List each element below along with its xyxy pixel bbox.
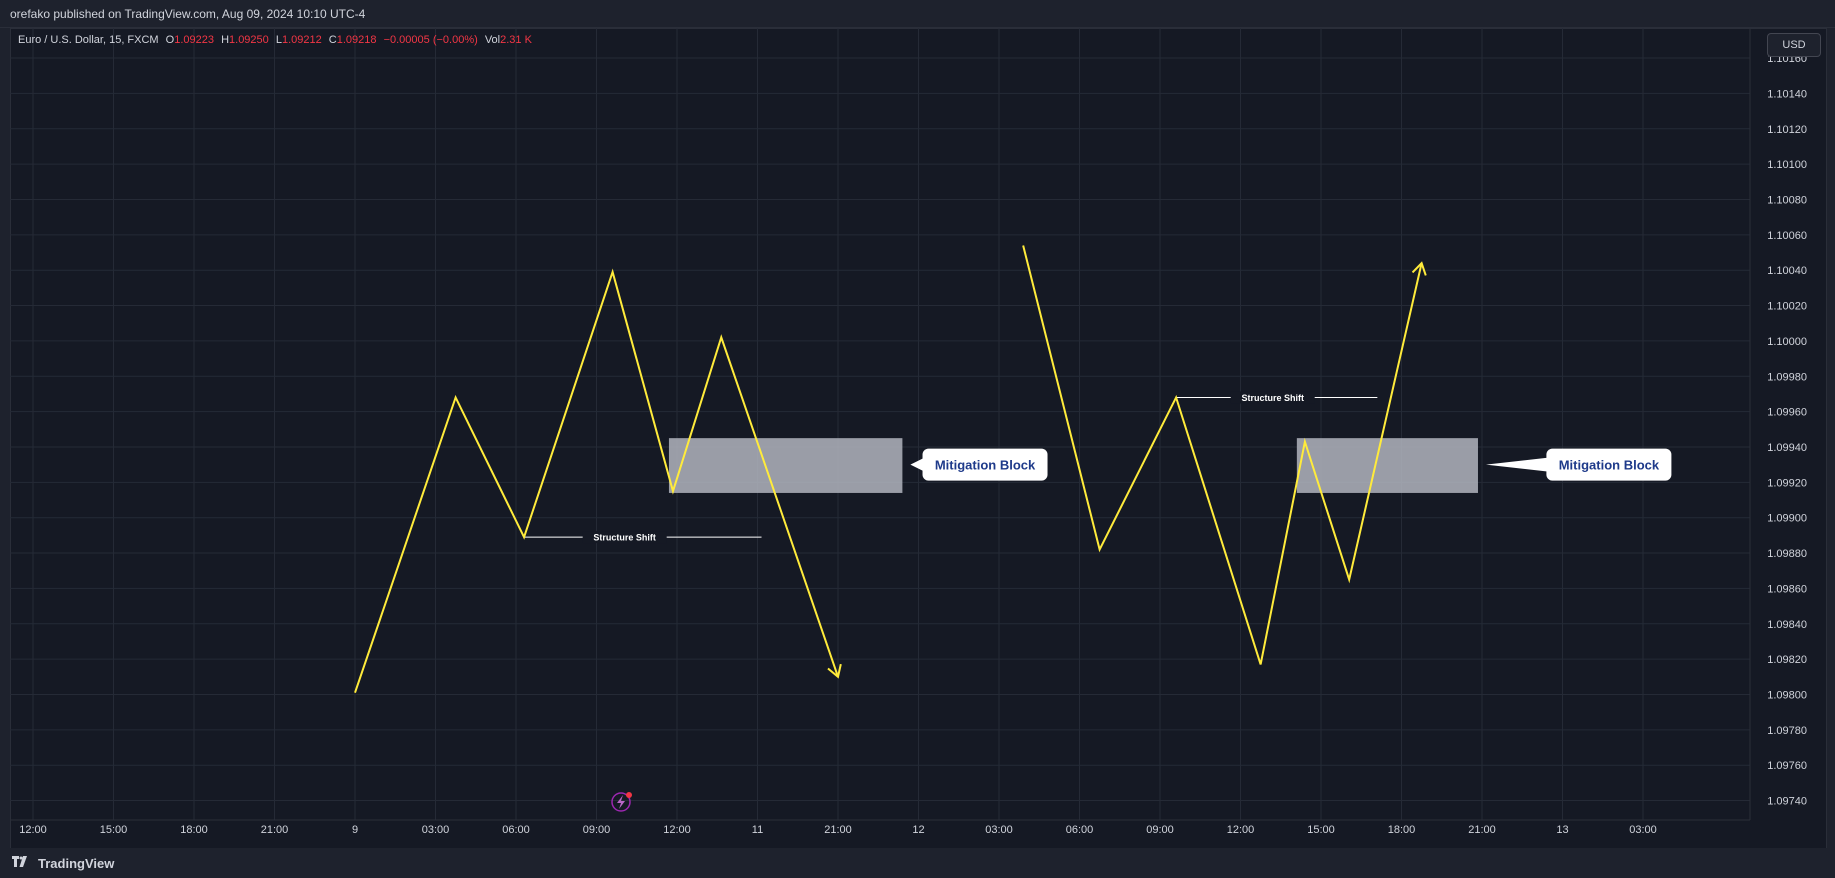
symbol-legend: Euro / U.S. Dollar, 15, FXCM O1.09223 H1… bbox=[18, 34, 532, 46]
left-mitigation-block bbox=[668, 438, 903, 493]
right-callout-pointer bbox=[1485, 457, 1549, 472]
x-tick-label: 06:00 bbox=[1066, 824, 1094, 836]
lightning-dot bbox=[626, 792, 632, 798]
y-tick-label: 1.09880 bbox=[1767, 548, 1807, 560]
low-label: L bbox=[275, 34, 282, 46]
x-tick-label: 09:00 bbox=[1146, 824, 1174, 836]
y-tick-label: 1.09740 bbox=[1767, 796, 1807, 808]
open-value: 1.09223 bbox=[174, 34, 214, 46]
high-value: 1.09250 bbox=[229, 34, 269, 46]
y-tick-label: 1.09900 bbox=[1767, 513, 1807, 525]
right-zigzag bbox=[1022, 245, 1423, 665]
y-tick-label: 1.10140 bbox=[1767, 88, 1807, 100]
right-structure-shift-label: Structure Shift bbox=[1241, 393, 1304, 403]
y-tick-label: 1.09800 bbox=[1767, 689, 1807, 701]
x-tick-label: 12 bbox=[912, 824, 924, 836]
x-tick-label: 18:00 bbox=[1388, 824, 1416, 836]
change-value: −0.00005 (−0.00%) bbox=[383, 34, 478, 46]
y-tick-label: 1.10120 bbox=[1767, 124, 1807, 136]
left-structure-shift-label-bg bbox=[582, 531, 667, 544]
right-structure-shift-label-bg bbox=[1230, 391, 1315, 404]
y-tick-label: 1.09860 bbox=[1767, 583, 1807, 595]
y-tick-label: 1.09960 bbox=[1767, 407, 1807, 419]
x-tick-label: 15:00 bbox=[100, 824, 128, 836]
y-tick-label: 1.10080 bbox=[1767, 194, 1807, 206]
brand-label: TradingView bbox=[38, 855, 115, 871]
x-tick-label: 12:00 bbox=[663, 824, 691, 836]
y-tick-label: 1.09980 bbox=[1767, 371, 1807, 383]
lightning-bolt bbox=[617, 795, 625, 809]
footer-bar bbox=[0, 848, 1835, 878]
lightning-event-icon bbox=[611, 792, 632, 812]
left-zigzag-arrow-down bbox=[827, 663, 842, 679]
y-tick-label: 1.10060 bbox=[1767, 230, 1807, 242]
x-tick-label: 21:00 bbox=[261, 824, 289, 836]
x-tick-label: 9 bbox=[352, 824, 358, 836]
y-tick-label: 1.09920 bbox=[1767, 477, 1807, 489]
left-callout-box bbox=[922, 448, 1048, 481]
price-chart[interactable]: 1.101601.101401.101201.101001.100801.100… bbox=[0, 0, 1835, 848]
x-tick-label: 21:00 bbox=[824, 824, 852, 836]
x-tick-label: 06:00 bbox=[502, 824, 530, 836]
tradingview-logo-icon bbox=[12, 856, 27, 867]
volume-label: Vol bbox=[484, 34, 501, 46]
x-tick-label: 03:00 bbox=[422, 824, 450, 836]
left-zigzag bbox=[354, 268, 839, 694]
symbol-name: Euro / U.S. Dollar, 15, FXCM bbox=[18, 34, 159, 46]
y-tick-label: 1.09820 bbox=[1767, 654, 1807, 666]
y-tick-label: 1.10020 bbox=[1767, 301, 1807, 313]
right-zigzag-arrow-up bbox=[1411, 261, 1427, 276]
close-value: 1.09218 bbox=[336, 34, 377, 46]
left-structure-shift-label: Structure Shift bbox=[593, 533, 656, 543]
x-tick-label: 03:00 bbox=[985, 824, 1013, 836]
right-mitigation-block bbox=[1296, 438, 1478, 493]
x-tick-label: 03:00 bbox=[1629, 824, 1657, 836]
open-label: O bbox=[165, 34, 175, 46]
x-tick-label: 21:00 bbox=[1468, 824, 1496, 836]
lightning-circle bbox=[611, 792, 631, 812]
low-value: 1.09212 bbox=[281, 34, 322, 46]
x-tick-label: 11 bbox=[752, 824, 763, 836]
right-callout-text: Mitigation Block bbox=[1559, 458, 1660, 473]
x-tick-label: 18:00 bbox=[180, 824, 208, 836]
left-callout-text: Mitigation Block bbox=[935, 458, 1036, 473]
x-tick-label: 12:00 bbox=[19, 824, 47, 836]
y-tick-label: 1.09840 bbox=[1767, 619, 1807, 631]
x-tick-label: 15:00 bbox=[1307, 824, 1335, 836]
y-tick-label: 1.09760 bbox=[1767, 760, 1807, 772]
high-label: H bbox=[221, 34, 230, 46]
tradingview-brand[interactable]: TradingView bbox=[10, 853, 114, 873]
close-label: C bbox=[328, 34, 337, 46]
y-tick-label: 1.10000 bbox=[1767, 336, 1807, 348]
y-tick-label: 1.09780 bbox=[1767, 725, 1807, 737]
left-callout-pointer bbox=[910, 457, 925, 472]
x-tick-label: 09:00 bbox=[583, 824, 611, 836]
publish-header: orefako published on TradingView.com, Au… bbox=[0, 0, 1835, 28]
x-tick-label: 13 bbox=[1556, 824, 1568, 836]
right-callout-box bbox=[1546, 448, 1672, 481]
volume-value: 2.31 K bbox=[500, 34, 532, 46]
currency-button[interactable]: USD bbox=[1767, 33, 1821, 57]
y-tick-label: 1.10100 bbox=[1767, 159, 1807, 171]
y-tick-label: 1.09940 bbox=[1767, 442, 1807, 454]
publish-info: orefako published on TradingView.com, Au… bbox=[10, 7, 366, 21]
y-tick-label: 1.10040 bbox=[1767, 265, 1807, 277]
x-tick-label: 12:00 bbox=[1227, 824, 1255, 836]
